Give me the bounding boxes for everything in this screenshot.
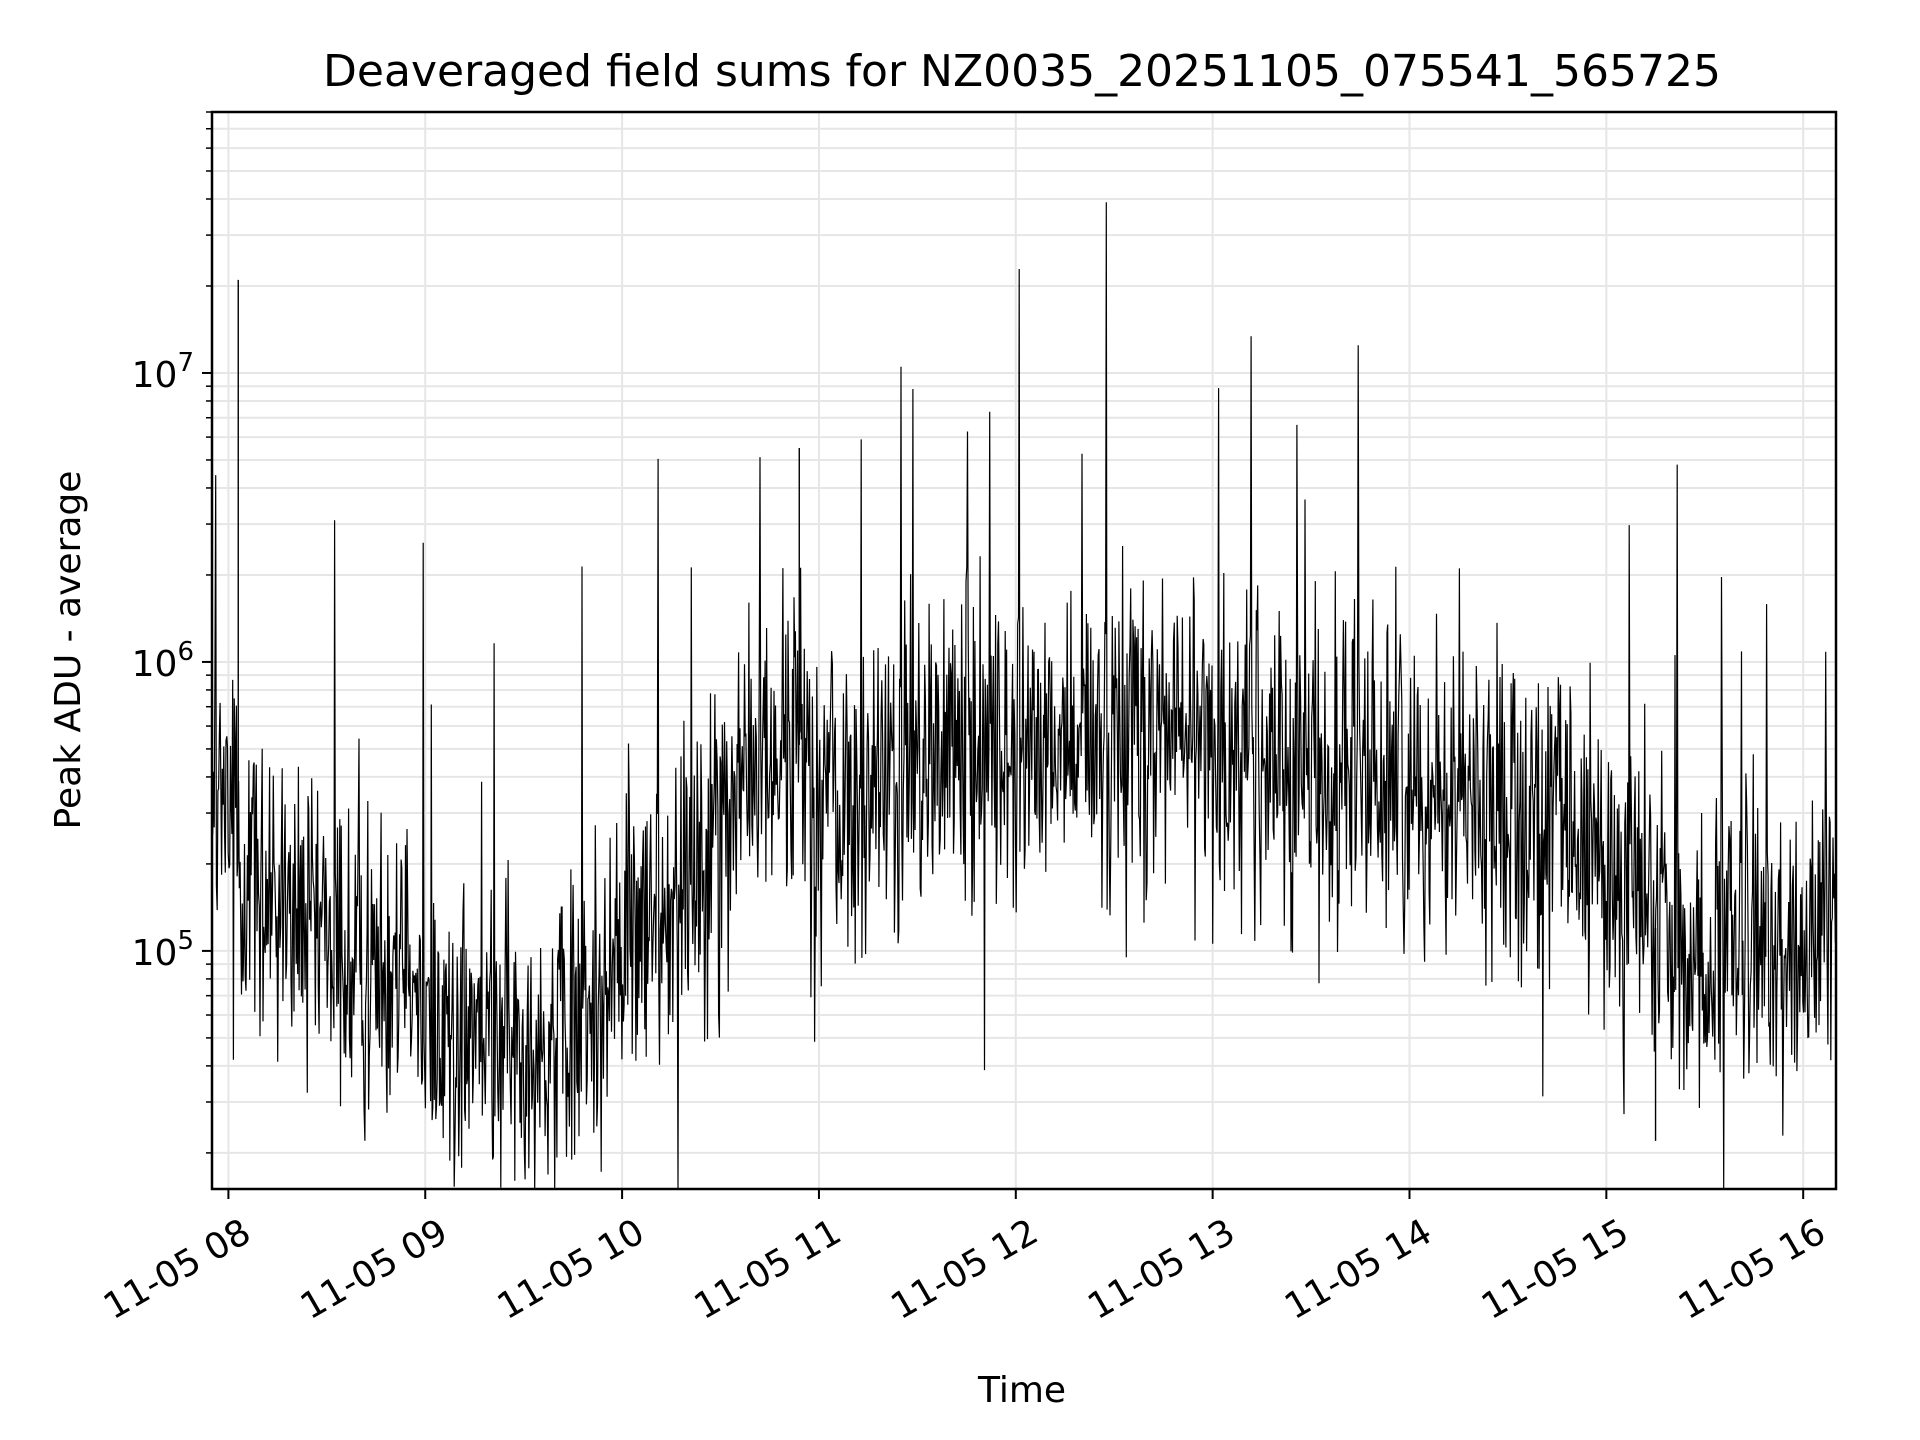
y-tick-label: 107 bbox=[132, 348, 194, 396]
y-axis-label: Peak ADU - average bbox=[48, 471, 89, 830]
plot-frame bbox=[210, 110, 1838, 1191]
y-axis: 105 106 107 bbox=[132, 111, 212, 1154]
x-axis-label: Time bbox=[977, 1370, 1066, 1411]
series-line bbox=[211, 202, 1837, 1190]
y-tick-label: 105 bbox=[132, 926, 194, 974]
y-tick-label: 106 bbox=[132, 637, 194, 685]
series-polyline bbox=[211, 202, 1837, 1190]
chart-title: Deaveraged field sums for NZ0035_2025110… bbox=[323, 46, 1721, 97]
